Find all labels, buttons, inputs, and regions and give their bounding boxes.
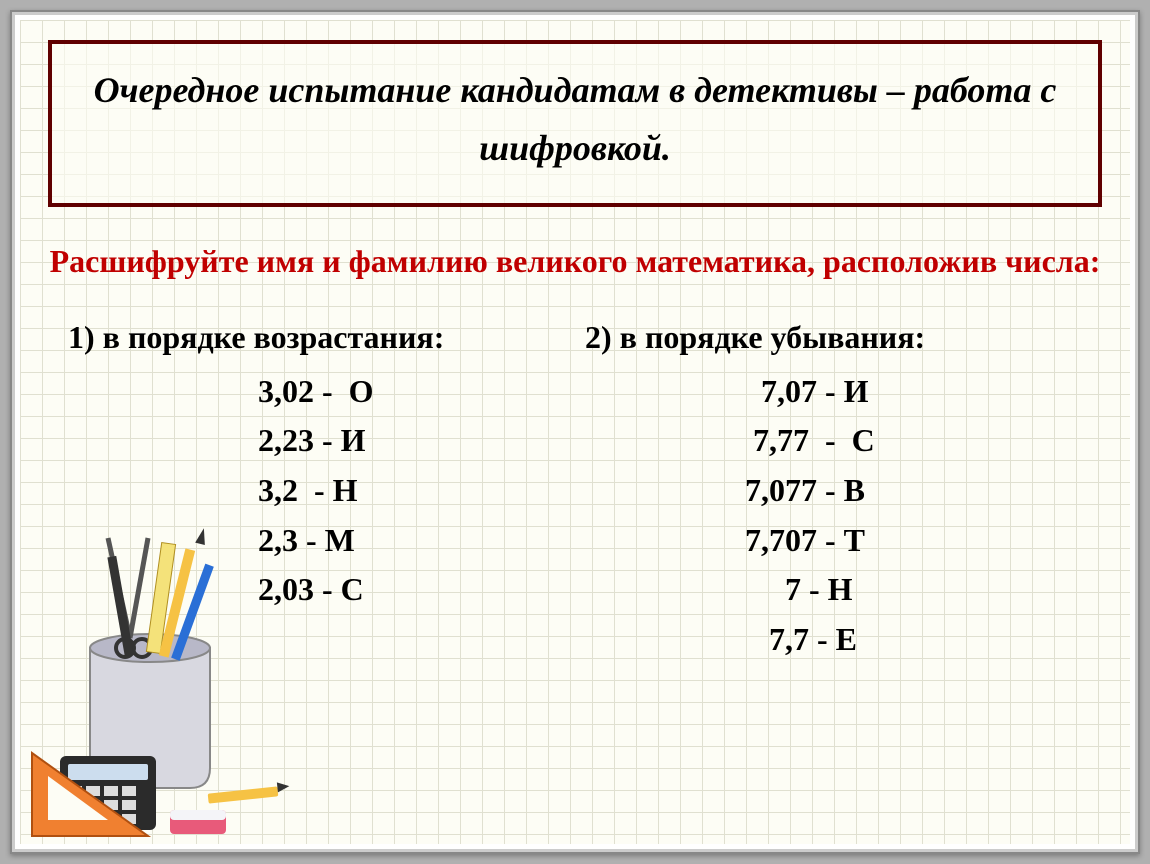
list-item: 3,02 - О [258,367,585,417]
slide-frame: Очередное испытание кандидатам в детекти… [10,10,1140,854]
list-item: 7,7 - Е [745,615,1102,665]
list-item: 7,77 - С [745,416,1102,466]
col1-heading: 1) в порядке возрастания: [68,313,585,363]
title-text: Очередное испытание кандидатам в детекти… [72,62,1078,177]
col2-heading: 2) в порядке убывания: [585,313,1102,363]
list-item: 7,07 - И [745,367,1102,417]
title-box: Очередное испытание кандидатам в детекти… [48,40,1102,207]
col2-pairs: 7,07 - И 7,77 - С 7,077 - В 7,707 - Т 7 … [585,367,1102,665]
list-item: 7,707 - Т [745,516,1102,566]
list-item: 7 - Н [745,565,1102,615]
list-item: 2,03 - С [258,565,585,615]
subtitle-text: Расшифруйте имя и фамилию великого матем… [48,237,1102,285]
grid-paper-background: Очередное испытание кандидатам в детекти… [20,20,1130,844]
list-item: 2,3 - М [258,516,585,566]
school-supplies-icon [30,518,290,838]
list-item: 2,23 - И [258,416,585,466]
list-item: 7,077 - В [745,466,1102,516]
column-descending: 2) в порядке убывания: 7,07 - И 7,77 - С… [585,313,1102,664]
list-item: 3,2 - Н [258,466,585,516]
